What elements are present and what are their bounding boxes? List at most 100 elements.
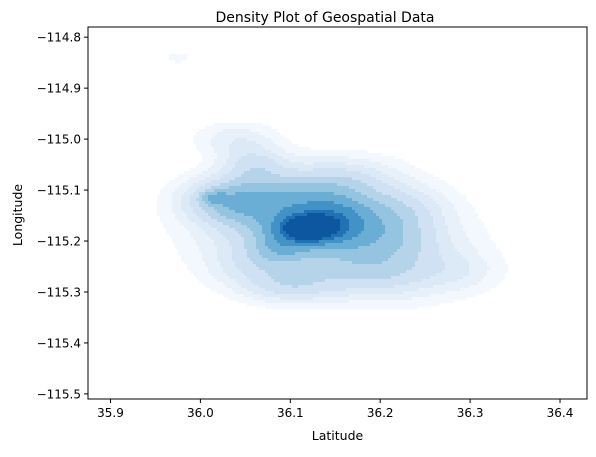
- density-cell: [397, 243, 401, 247]
- density-cell: [436, 264, 440, 268]
- density-cell: [241, 132, 245, 136]
- density-cell: [280, 135, 284, 139]
- density-cell: [478, 252, 482, 256]
- density-cell: [295, 273, 299, 277]
- density-cell: [259, 258, 263, 262]
- density-cell: [229, 162, 233, 166]
- density-cell: [271, 207, 275, 211]
- density-cell: [196, 273, 200, 277]
- density-cell: [232, 204, 236, 208]
- density-cell: [304, 270, 308, 274]
- density-cell: [346, 201, 350, 205]
- density-cell: [253, 207, 257, 211]
- density-cell: [421, 255, 425, 259]
- density-cell: [202, 231, 206, 235]
- density-cell: [235, 141, 239, 145]
- density-cell: [202, 264, 206, 268]
- density-cell: [217, 132, 221, 136]
- density-cell: [235, 270, 239, 274]
- density-cell: [244, 201, 248, 205]
- density-cell: [352, 231, 356, 235]
- density-cell: [391, 162, 395, 166]
- density-cell: [301, 189, 305, 193]
- density-cell: [199, 186, 203, 190]
- density-cell: [256, 141, 260, 145]
- density-cell: [262, 174, 266, 178]
- density-cell: [280, 183, 284, 187]
- density-cell: [367, 264, 371, 268]
- density-cell: [256, 171, 260, 175]
- density-cell: [295, 189, 299, 193]
- density-cell: [208, 243, 212, 247]
- density-cell: [334, 267, 338, 271]
- density-cell: [247, 123, 251, 127]
- density-cell: [373, 225, 377, 229]
- density-cell: [214, 162, 218, 166]
- density-cell: [331, 162, 335, 166]
- density-cell: [277, 234, 281, 238]
- density-cell: [208, 255, 212, 259]
- density-cell: [265, 213, 269, 217]
- density-cell: [235, 228, 239, 232]
- density-cell: [220, 246, 224, 250]
- density-cell: [268, 177, 272, 181]
- density-cell: [217, 273, 221, 277]
- density-cell: [460, 234, 464, 238]
- density-cell: [460, 243, 464, 247]
- density-cell: [415, 225, 419, 229]
- density-cell: [223, 198, 227, 202]
- density-cell: [190, 183, 194, 187]
- density-cell: [427, 204, 431, 208]
- density-cell: [283, 162, 287, 166]
- density-cell: [235, 246, 239, 250]
- density-cell: [454, 192, 458, 196]
- density-cell: [172, 186, 176, 190]
- density-cell: [211, 168, 215, 172]
- density-cell: [226, 216, 230, 220]
- density-cell: [340, 195, 344, 199]
- density-cell: [166, 207, 170, 211]
- density-cell: [196, 243, 200, 247]
- density-cell: [172, 234, 176, 238]
- density-cell: [298, 267, 302, 271]
- density-cell: [445, 216, 449, 220]
- density-cell: [286, 171, 290, 175]
- density-cell: [307, 288, 311, 292]
- density-cell: [253, 267, 257, 271]
- density-cell: [493, 255, 497, 259]
- density-cell: [349, 288, 353, 292]
- density-cell: [262, 282, 266, 286]
- density-cell: [244, 177, 248, 181]
- density-cell: [238, 270, 242, 274]
- density-cell: [271, 141, 275, 145]
- density-cell: [244, 153, 248, 157]
- density-cell: [373, 234, 377, 238]
- density-cell: [334, 195, 338, 199]
- density-cell: [307, 195, 311, 199]
- density-cell: [451, 237, 455, 241]
- density-cell: [346, 216, 350, 220]
- density-cell: [382, 237, 386, 241]
- density-cell: [364, 261, 368, 265]
- density-cell: [181, 174, 185, 178]
- density-cell: [373, 273, 377, 277]
- density-cell: [244, 231, 248, 235]
- density-cell: [412, 264, 416, 268]
- density-cell: [274, 261, 278, 265]
- density-cell: [244, 183, 248, 187]
- density-cell: [439, 258, 443, 262]
- density-cell: [244, 276, 248, 280]
- density-cell: [295, 249, 299, 253]
- density-cell: [379, 168, 383, 172]
- density-cell: [202, 210, 206, 214]
- density-cell: [340, 180, 344, 184]
- density-cell: [319, 192, 323, 196]
- density-cell: [322, 195, 326, 199]
- density-cell: [331, 291, 335, 295]
- density-cell: [208, 231, 212, 235]
- density-cell: [187, 192, 191, 196]
- density-cell: [286, 249, 290, 253]
- density-cell: [448, 192, 452, 196]
- density-cell: [295, 252, 299, 256]
- density-cell: [283, 282, 287, 286]
